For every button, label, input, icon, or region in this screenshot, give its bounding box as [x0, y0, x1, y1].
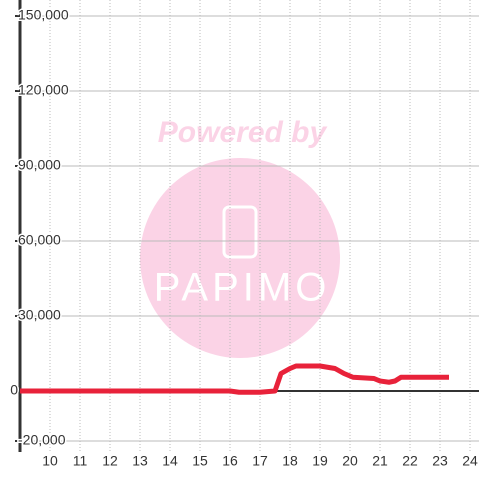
x-tick-label: 13 [132, 453, 148, 469]
x-tick-label: 18 [282, 453, 298, 469]
watermark-logo: PAPIMO [154, 266, 331, 310]
x-tick-label: 23 [432, 453, 448, 469]
y-tick-label: 120,000 [18, 82, 69, 98]
x-tick-label: 16 [222, 453, 238, 469]
y-tick-label: 0 [10, 382, 18, 398]
watermark-text: Powered by [158, 116, 328, 149]
x-tick-label: 12 [102, 453, 118, 469]
x-tick-label: 22 [402, 453, 418, 469]
y-tick-label: -20,000 [18, 432, 66, 448]
x-tick-label: 20 [342, 453, 358, 469]
y-tick-label: 30,000 [18, 307, 61, 323]
data-line [20, 363, 449, 395]
x-tick-label: 11 [73, 453, 88, 469]
x-tick-label: 10 [42, 453, 58, 469]
x-tick-label: 14 [162, 453, 178, 469]
watermark-phone [222, 205, 258, 259]
y-tick-label: 60,000 [18, 232, 61, 248]
y-tick-label: 150,000 [18, 7, 69, 23]
y-tick-label: 90,000 [18, 157, 61, 173]
x-tick-label: 17 [252, 453, 268, 469]
x-tick-label: 15 [192, 453, 208, 469]
x-tick-label: 24 [462, 453, 478, 469]
x-tick-label: 19 [312, 453, 328, 469]
x-tick-label: 21 [372, 453, 388, 469]
